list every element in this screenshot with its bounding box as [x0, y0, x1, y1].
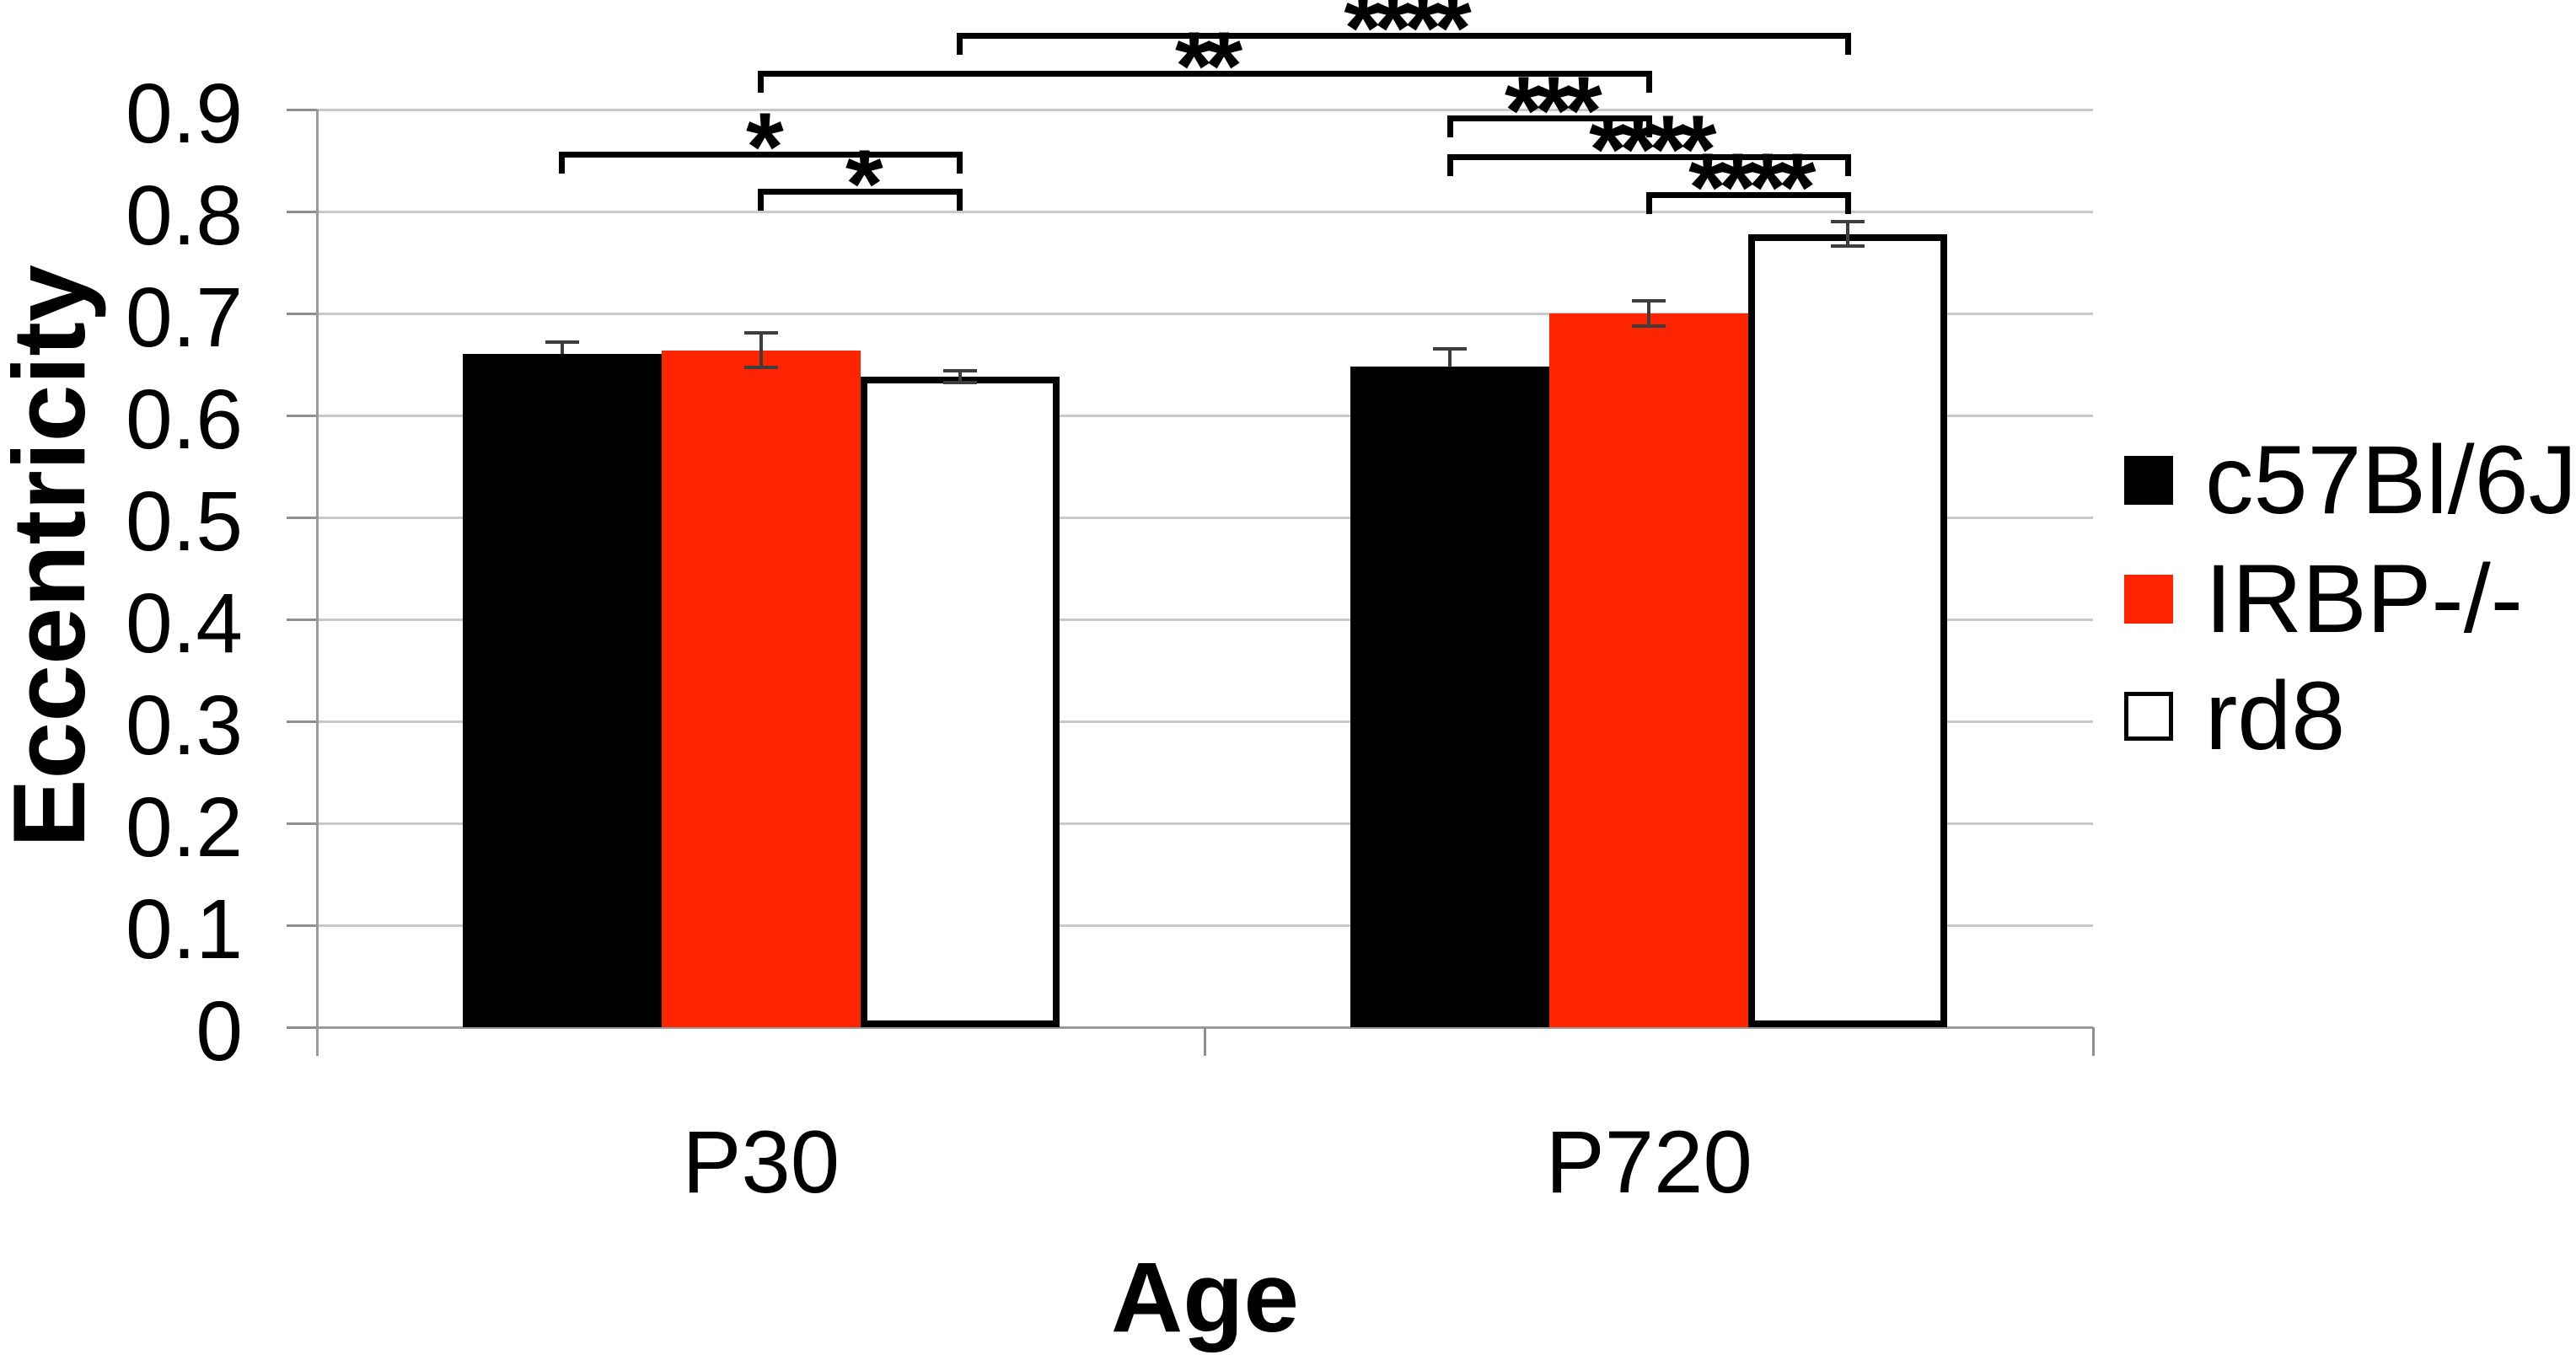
y-tick-0.2	[287, 822, 317, 825]
sig-bracket-p30-irbp-vs-p30-rd8	[758, 188, 963, 211]
sig-bracket-p720-c57bl-6j-vs-p720-rd8	[1446, 153, 1851, 176]
x-axis-tick-1	[2091, 1027, 2095, 1056]
gridline-0.7	[317, 312, 2093, 315]
bar-c57bl-6j-p720	[1350, 366, 1550, 1027]
sig-bracket-p720-c57bl-6j-vs-p720-irbp-stars: ***	[1504, 57, 1602, 165]
y-tick-label-0.5: 0.5	[125, 474, 243, 569]
sig-bracket-p720-irbp-vs-p720-rd8	[1645, 191, 1851, 214]
y-tick-0.1	[287, 924, 317, 927]
gridline-0.6	[317, 414, 2093, 417]
y-axis-line	[315, 110, 319, 1056]
bar-rd8-p720	[1748, 233, 1948, 1027]
error-bar-irbp-p30-stem	[759, 332, 763, 368]
x-category-label-p30: P30	[682, 1113, 840, 1212]
legend-label-c57bl-6j: c57Bl/6J	[2205, 426, 2576, 534]
y-tick-0.5	[287, 516, 317, 519]
x-axis-tick-0	[1204, 1027, 1206, 1056]
y-tick-label-0.8: 0.8	[125, 169, 243, 263]
legend-label-irbp: IRBP-/-	[2205, 545, 2523, 653]
error-bar-rd8-p30-cap-bottom	[942, 381, 977, 385]
error-bar-c57bl-6j-p720-stem	[1448, 349, 1452, 367]
error-bar-rd8-p30-stem	[958, 370, 962, 383]
gridline-0.9	[317, 108, 2093, 111]
bar-c57bl-6j-p30	[462, 354, 662, 1027]
y-tick-0.3	[287, 720, 317, 723]
error-bar-rd8-p720-stem	[1846, 222, 1850, 247]
sig-bracket-p720-c57bl-6j-vs-p720-irbp	[1446, 115, 1652, 137]
sig-bracket-p30-irbp-vs-p30-rd8-stars: *	[845, 131, 883, 238]
gridline-0.4	[317, 618, 2093, 621]
y-tick-0.7	[287, 312, 317, 315]
legend-swatch-rd8	[2124, 692, 2173, 741]
sig-bracket-p30-rd8-vs-p720-rd8-stars: ****	[1344, 0, 1471, 83]
gridline-0.3	[317, 720, 2093, 723]
error-bar-irbp-p720-cap-bottom	[1632, 324, 1666, 328]
y-tick-label-0.3: 0.3	[125, 678, 243, 773]
gridline-0.2	[317, 822, 2093, 825]
gridline-0.5	[317, 516, 2093, 519]
sig-bracket-p30-c57bl-6j-vs-p30-rd8-stars: *	[745, 94, 784, 201]
legend-swatch-c57bl-6j	[2124, 456, 2173, 505]
sig-bracket-p720-irbp-vs-p720-rd8-stars: ****	[1688, 134, 1816, 242]
y-tick-label-0.7: 0.7	[125, 270, 243, 365]
y-tick-label-0.9: 0.9	[125, 67, 243, 161]
error-bar-rd8-p720-cap-bottom	[1831, 244, 1865, 249]
bar-irbp-p720	[1549, 313, 1749, 1027]
legend-label-rd8: rd8	[2205, 662, 2346, 770]
y-tick-label-0: 0	[196, 984, 243, 1079]
y-tick-0.9	[287, 108, 317, 111]
bar-rd8-p30	[860, 377, 1060, 1027]
x-category-label-p720: P720	[1545, 1113, 1752, 1212]
error-bar-c57bl-6j-p30-stem	[560, 341, 564, 355]
sig-bracket-p720-c57bl-6j-vs-p720-rd8-stars: ****	[1589, 96, 1716, 204]
error-bar-irbp-p30-cap-bottom	[743, 366, 778, 370]
y-tick-label-0.2: 0.2	[125, 780, 243, 875]
legend-swatch-irbp	[2124, 575, 2173, 624]
y-tick-0.4	[287, 618, 317, 621]
sig-bracket-p30-irbp-vs-p720-irbp	[758, 70, 1652, 93]
y-tick-0.6	[287, 414, 317, 417]
x-axis-title: Age	[1111, 1242, 1299, 1353]
error-bar-irbp-p720-stem	[1647, 301, 1651, 326]
gridline-0.1	[317, 924, 2093, 927]
y-tick-label-0.6: 0.6	[125, 372, 243, 467]
y-tick-0.8	[287, 210, 317, 213]
bar-irbp-p30	[661, 350, 861, 1027]
y-tick-0	[287, 1026, 317, 1029]
y-tick-label-0.4: 0.4	[125, 576, 243, 671]
sig-bracket-p30-c57bl-6j-vs-p30-rd8	[559, 151, 963, 174]
gridline-0.8	[317, 210, 2093, 213]
y-tick-label-0.1: 0.1	[125, 882, 243, 977]
sig-bracket-p30-rd8-vs-p720-rd8	[957, 32, 1851, 55]
